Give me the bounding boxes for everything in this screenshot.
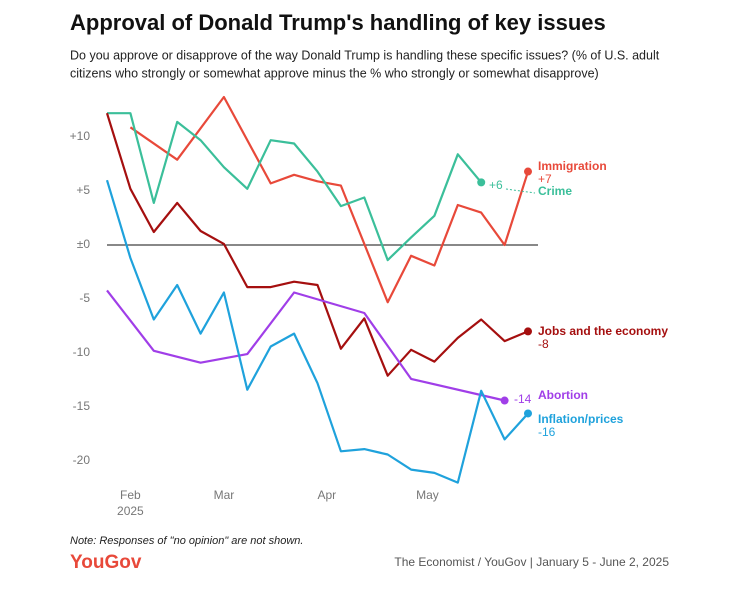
end-dot: [524, 327, 532, 336]
chart-title: Approval of Donald Trump's handling of k…: [70, 10, 606, 35]
y-tick-label: +5: [76, 183, 90, 197]
end-dot: [524, 167, 532, 176]
x-tick-label: May: [416, 488, 439, 502]
value-label: +6: [489, 178, 503, 192]
x-tick-label: Apr: [318, 488, 337, 502]
value-label: +7: [538, 172, 552, 186]
series-label: Crime: [538, 184, 572, 198]
source: The Economist / YouGov | January 5 - Jun…: [394, 555, 669, 569]
series-line: [105, 112, 529, 377]
subtitle: Do you approve or disapprove of the way …: [70, 48, 660, 62]
series-line: [129, 95, 530, 304]
value-label: -14: [514, 392, 532, 406]
note: Note: Responses of "no opinion" are not …: [70, 535, 303, 547]
series-label: Abortion: [538, 388, 588, 402]
y-tick-label: -20: [73, 453, 91, 467]
x-tick-label: Feb: [120, 488, 141, 502]
series-label: Jobs and the economy: [538, 324, 668, 338]
series-label: Immigration: [538, 159, 607, 173]
end-dot: [524, 409, 532, 418]
x-tick-year: 2025: [117, 504, 144, 518]
y-tick-label: -5: [79, 291, 90, 305]
y-tick-label: ±0: [77, 237, 91, 251]
series-line: [105, 179, 529, 484]
logo: YouGov: [70, 552, 142, 573]
leader-line: [505, 188, 536, 194]
y-tick-label: -10: [73, 345, 91, 359]
end-dot: [500, 396, 509, 405]
x-tick-label: Mar: [214, 488, 235, 502]
y-tick-label: -15: [73, 399, 91, 413]
series-line: [106, 289, 505, 402]
subtitle: citizens who strongly or somewhat approv…: [70, 66, 599, 80]
series-line: [107, 112, 483, 262]
y-tick-label: +10: [70, 129, 91, 143]
series-label: Inflation/prices: [538, 412, 624, 426]
value-label: -8: [538, 337, 549, 351]
end-dot: [477, 178, 486, 187]
value-label: -16: [538, 425, 556, 439]
